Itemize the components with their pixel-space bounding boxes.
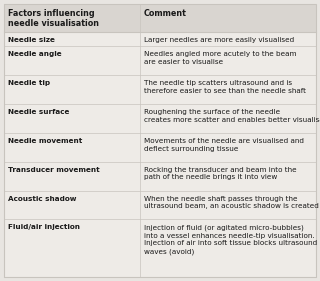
Text: When the needle shaft passes through the
ultrasound beam, an acoustic shadow is : When the needle shaft passes through the… bbox=[144, 196, 319, 209]
Bar bbox=[4, 162, 316, 191]
Text: Factors influencing
needle visualisation: Factors influencing needle visualisation bbox=[8, 9, 99, 28]
Text: Needle movement: Needle movement bbox=[8, 138, 82, 144]
Bar bbox=[4, 75, 316, 104]
Text: Roughening the surface of the needle
creates more scatter and enables better vis: Roughening the surface of the needle cre… bbox=[144, 109, 320, 123]
Bar bbox=[4, 219, 316, 277]
Bar bbox=[4, 104, 316, 133]
Text: Fluid/air injection: Fluid/air injection bbox=[8, 224, 80, 230]
Text: Movements of the needle are visualised and
deflect surrounding tissue: Movements of the needle are visualised a… bbox=[144, 138, 304, 152]
Text: Needle tip: Needle tip bbox=[8, 80, 50, 86]
Text: Needles angled more acutely to the beam
are easier to visualise: Needles angled more acutely to the beam … bbox=[144, 51, 296, 65]
Text: The needle tip scatters ultrasound and is
therefore easier to see than the needl: The needle tip scatters ultrasound and i… bbox=[144, 80, 306, 94]
Text: Needle angle: Needle angle bbox=[8, 51, 62, 57]
Text: Rocking the transducer and beam into the
path of the needle brings it into view: Rocking the transducer and beam into the… bbox=[144, 167, 296, 180]
Text: Comment: Comment bbox=[144, 9, 187, 18]
Text: Larger needles are more easily visualised: Larger needles are more easily visualise… bbox=[144, 37, 294, 43]
Bar bbox=[4, 46, 316, 75]
Bar bbox=[4, 191, 316, 219]
Bar bbox=[4, 133, 316, 162]
Text: Needle surface: Needle surface bbox=[8, 109, 69, 115]
Text: Needle size: Needle size bbox=[8, 37, 55, 43]
Text: Injection of fluid (or agitated micro-bubbles)
into a vessel enhances needle-tip: Injection of fluid (or agitated micro-bu… bbox=[144, 224, 317, 255]
Bar bbox=[4, 32, 316, 46]
Bar bbox=[4, 4, 316, 32]
Text: Acoustic shadow: Acoustic shadow bbox=[8, 196, 76, 201]
Text: Transducer movement: Transducer movement bbox=[8, 167, 100, 173]
